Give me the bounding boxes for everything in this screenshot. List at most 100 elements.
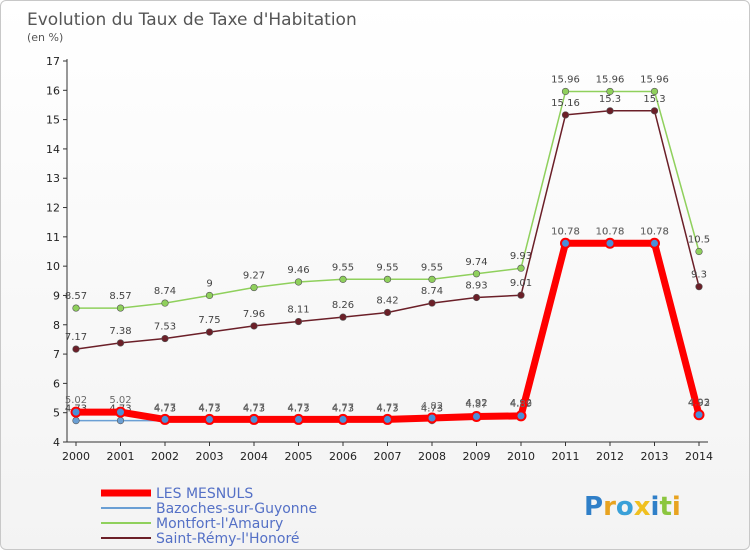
data-point bbox=[383, 275, 392, 283]
data-label: 7.17 bbox=[65, 332, 87, 343]
data-label: 7.96 bbox=[243, 309, 265, 320]
data-label: 4.73 bbox=[332, 404, 354, 415]
data-label: 9.27 bbox=[243, 271, 265, 282]
logo-letter: i bbox=[672, 492, 681, 522]
data-point bbox=[339, 313, 347, 321]
data-point bbox=[72, 304, 80, 312]
proxiti-logo: Proxiti bbox=[584, 492, 681, 522]
x-tick-label: 2008 bbox=[418, 450, 446, 463]
data-label: 15.96 bbox=[596, 74, 625, 85]
logo-text: Proxiti bbox=[584, 492, 681, 522]
data-point bbox=[161, 299, 169, 307]
data-label: 4.73 bbox=[154, 404, 176, 415]
data-point bbox=[159, 413, 171, 425]
data-label: 4.73 bbox=[243, 404, 265, 415]
x-tick-label: 2000 bbox=[62, 450, 90, 463]
series-3: 7.17 7.38 7.53 7.75 7.96 8.11 8.26 8.42 8.74 8.93… bbox=[65, 94, 707, 353]
series-2: 8.57 8.57 8.74 9 9.27 9.46 9.55 9.55 9.55 9.74 9.9… bbox=[65, 74, 710, 312]
y-tick-label: 17 bbox=[46, 55, 60, 68]
x-tick-label: 2004 bbox=[240, 450, 268, 463]
data-label: 10.78 bbox=[640, 226, 669, 237]
data-point bbox=[695, 283, 703, 291]
data-label: 15.16 bbox=[551, 98, 580, 109]
data-label: 4.77 bbox=[243, 402, 265, 413]
data-label: 10.78 bbox=[640, 226, 669, 237]
x-tick-label: 2010 bbox=[507, 450, 535, 463]
series-layer: 8.57 8.57 8.74 9 9.27 9.46 9.55 9.55 9.55 9.74 9.9… bbox=[65, 74, 710, 425]
data-point bbox=[383, 308, 392, 317]
data-label: 4.77 bbox=[287, 402, 309, 413]
data-label: 4.77 bbox=[376, 402, 398, 413]
data-label: 4.73 bbox=[198, 404, 220, 415]
legend-label: Montfort-l'Amaury bbox=[156, 516, 283, 532]
y-tick-label: 4 bbox=[53, 436, 60, 449]
data-point bbox=[294, 317, 303, 326]
data-point bbox=[382, 413, 393, 425]
data-label: 10.78 bbox=[596, 226, 625, 237]
logo-letter: r bbox=[603, 492, 616, 522]
data-label: 9.01 bbox=[510, 278, 532, 289]
data-label: 9.3 bbox=[691, 270, 707, 281]
data-label: 8.26 bbox=[332, 300, 354, 311]
chart-title: Evolution du Taux de Taxe d'Habitation bbox=[27, 10, 357, 30]
logo-letter: o bbox=[616, 492, 634, 522]
data-label: 9 bbox=[206, 278, 212, 289]
data-point bbox=[606, 87, 614, 96]
chart-subtitle: (en %) bbox=[27, 31, 63, 44]
data-label: 9.46 bbox=[287, 265, 309, 276]
data-point bbox=[339, 275, 347, 283]
x-tick-label: 2005 bbox=[285, 450, 313, 463]
data-label: 8.74 bbox=[154, 286, 176, 297]
data-label: 10.78 bbox=[551, 226, 580, 237]
data-label: 4.82 bbox=[421, 401, 443, 412]
data-label: 7.75 bbox=[198, 315, 220, 326]
data-label: 9.93 bbox=[510, 251, 532, 262]
data-label: 15.96 bbox=[551, 74, 580, 85]
data-point bbox=[116, 417, 125, 425]
data-label: 10.5 bbox=[688, 235, 710, 246]
y-tick-label: 15 bbox=[46, 114, 60, 127]
data-point bbox=[248, 413, 260, 425]
data-label: 8.57 bbox=[65, 291, 87, 302]
data-point bbox=[250, 322, 258, 330]
data-point bbox=[72, 417, 80, 425]
data-point bbox=[650, 107, 659, 115]
data-label: 9.74 bbox=[465, 257, 487, 268]
legend: LES MESNULSBazoches-sur-GuyonneMontfort-… bbox=[101, 486, 317, 547]
legend-label: Bazoches-sur-Guyonne bbox=[156, 501, 317, 517]
legend-label: Saint-Rémy-l'Honoré bbox=[156, 531, 300, 547]
data-label: 9.55 bbox=[376, 262, 398, 273]
data-point bbox=[604, 237, 616, 249]
data-point bbox=[472, 270, 481, 278]
data-point bbox=[515, 410, 527, 422]
data-point bbox=[606, 107, 614, 115]
x-tick-label: 2003 bbox=[196, 450, 224, 463]
data-point bbox=[116, 339, 125, 347]
y-tick-label: 16 bbox=[46, 84, 60, 97]
data-label: 8.57 bbox=[109, 291, 131, 302]
data-label: 15.3 bbox=[643, 94, 665, 105]
data-point bbox=[428, 275, 436, 283]
y-tick-label: 6 bbox=[53, 377, 60, 390]
data-label: 4.77 bbox=[154, 402, 176, 413]
x-tick-label: 2001 bbox=[107, 450, 135, 463]
data-label: 4.77 bbox=[332, 402, 354, 413]
data-point bbox=[561, 111, 570, 119]
x-tick-label: 2002 bbox=[151, 450, 179, 463]
y-tick-label: 14 bbox=[46, 143, 60, 156]
series-0: 5.02 5.02 4.77 4.77 4.77 4.77 4.77 4.77 4.82 4.87… bbox=[65, 226, 710, 425]
data-point bbox=[204, 413, 215, 425]
data-label: 4.87 bbox=[465, 400, 487, 411]
data-point bbox=[205, 291, 214, 300]
data-label: 7.53 bbox=[154, 322, 176, 333]
data-point bbox=[72, 345, 80, 353]
x-tick-label: 2007 bbox=[374, 450, 402, 463]
y-tick-label: 13 bbox=[46, 172, 60, 185]
data-label: 4.73 bbox=[421, 404, 443, 415]
x-tick-label: 2006 bbox=[329, 450, 357, 463]
data-label: 8.93 bbox=[465, 281, 487, 292]
data-point bbox=[649, 237, 660, 249]
data-point bbox=[560, 237, 571, 249]
